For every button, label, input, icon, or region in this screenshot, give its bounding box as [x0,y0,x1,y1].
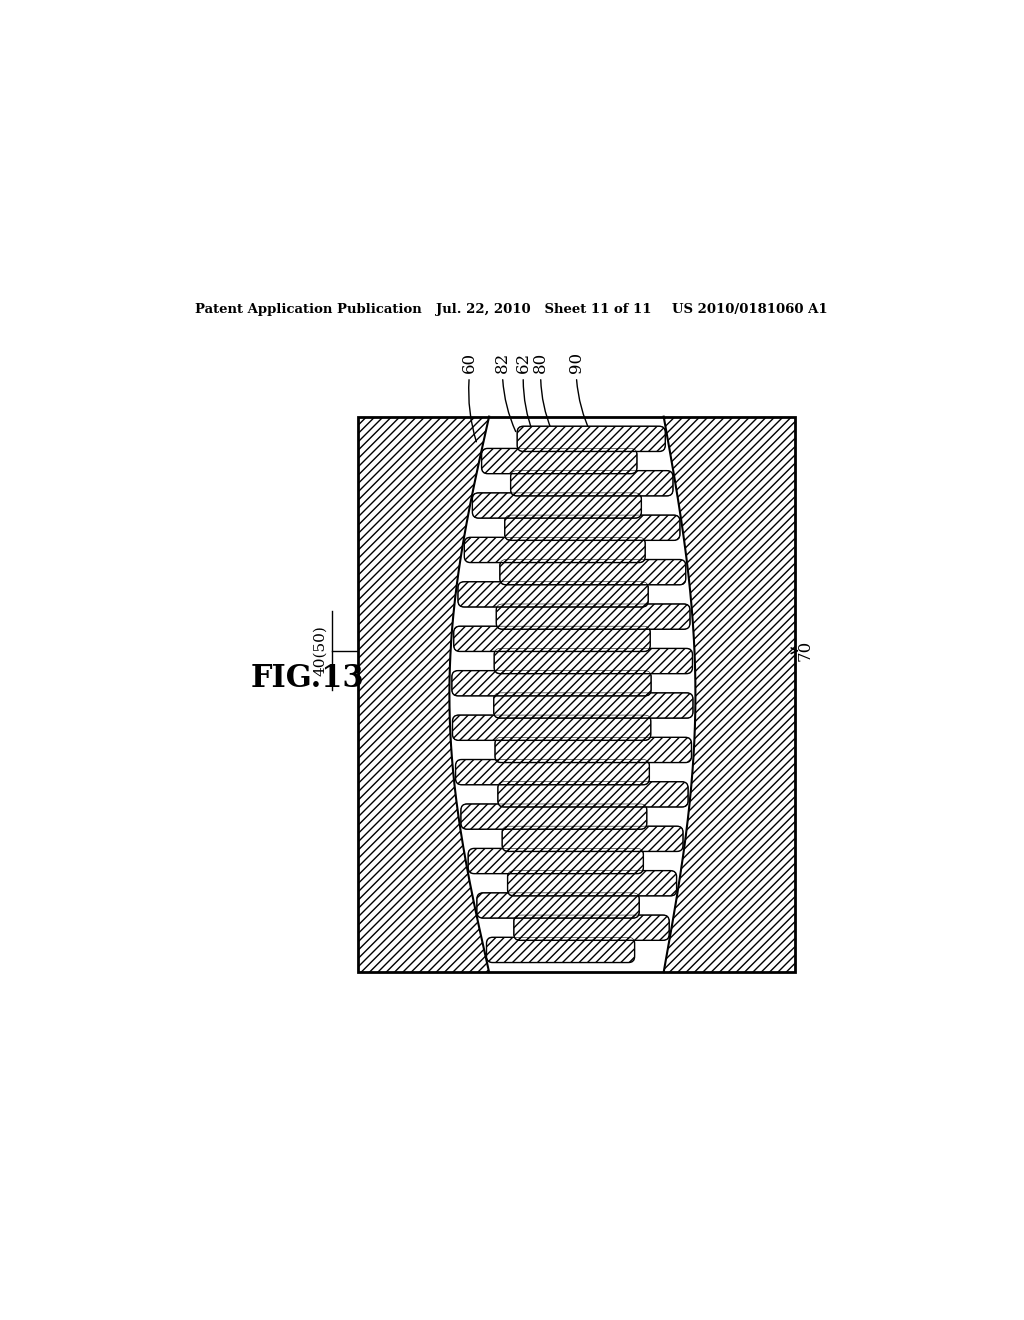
Text: 40(50): 40(50) [313,626,327,676]
Text: Jul. 22, 2010   Sheet 11 of 11: Jul. 22, 2010 Sheet 11 of 11 [436,304,651,315]
Text: FIG.13: FIG.13 [251,663,365,694]
FancyBboxPatch shape [511,471,673,496]
FancyBboxPatch shape [472,492,641,519]
FancyBboxPatch shape [481,449,637,474]
FancyBboxPatch shape [456,759,649,785]
FancyBboxPatch shape [498,781,688,807]
Bar [358,417,795,972]
FancyBboxPatch shape [486,937,635,962]
Text: 82: 82 [494,351,511,374]
FancyBboxPatch shape [453,715,651,741]
FancyBboxPatch shape [508,871,677,896]
FancyBboxPatch shape [502,826,683,851]
FancyBboxPatch shape [497,605,690,630]
FancyBboxPatch shape [494,693,693,718]
FancyBboxPatch shape [454,626,650,652]
Bar [358,417,795,972]
FancyBboxPatch shape [458,582,648,607]
Text: 60: 60 [461,352,478,374]
FancyBboxPatch shape [477,892,639,919]
FancyBboxPatch shape [495,648,692,673]
Text: US 2010/0181060 A1: US 2010/0181060 A1 [672,304,827,315]
FancyBboxPatch shape [464,537,645,562]
Text: 90: 90 [568,352,585,374]
FancyBboxPatch shape [514,915,670,940]
Text: 80: 80 [532,351,549,374]
FancyBboxPatch shape [452,671,651,696]
FancyBboxPatch shape [468,849,643,874]
FancyBboxPatch shape [500,560,686,585]
FancyBboxPatch shape [517,426,666,451]
Text: 70: 70 [797,640,813,661]
FancyBboxPatch shape [461,804,647,829]
FancyBboxPatch shape [495,738,691,763]
Bar [358,417,795,972]
Text: 62: 62 [515,352,531,374]
Polygon shape [450,417,695,972]
Text: Patent Application Publication: Patent Application Publication [196,304,422,315]
FancyBboxPatch shape [505,515,680,540]
